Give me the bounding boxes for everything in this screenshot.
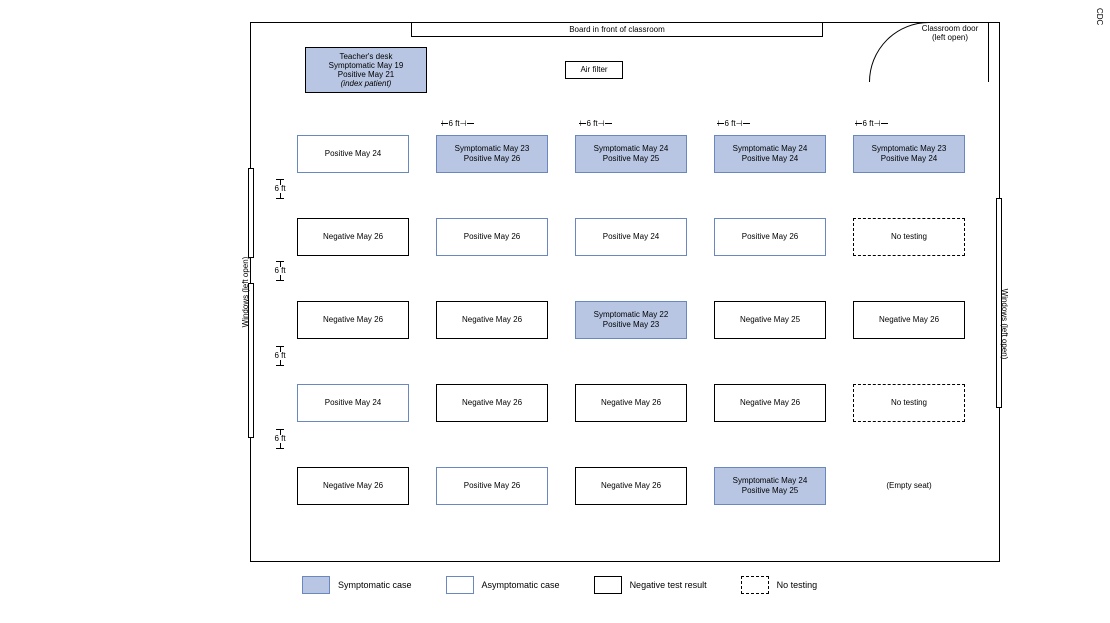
desk-negative: Negative May 26 — [297, 218, 409, 256]
source-credit: CDC — [1095, 8, 1104, 25]
desk-line1: Positive May 26 — [437, 232, 547, 242]
desk-line2: Positive May 24 — [715, 154, 825, 164]
desk-negative: Negative May 26 — [436, 301, 548, 339]
swatch-notest-icon — [741, 576, 769, 594]
desk-symptomatic: Symptomatic May 22Positive May 23 — [575, 301, 687, 339]
legend-notest-label: No testing — [777, 580, 818, 590]
desk-negative: Negative May 26 — [297, 467, 409, 505]
window-left-upper-icon — [248, 168, 254, 258]
window-left-label: Windows (left open) — [241, 257, 250, 328]
desk-negative: Negative May 26 — [714, 384, 826, 422]
desk-line1: No testing — [854, 232, 964, 242]
desk-symptomatic: Symptomatic May 24Positive May 25 — [575, 135, 687, 173]
desk-line1: Symptomatic May 24 — [715, 476, 825, 486]
desk-empty: (Empty seat) — [853, 467, 965, 505]
desk-grid: Positive May 24Symptomatic May 23Positiv… — [297, 135, 965, 505]
teacher-line3: Positive May 21 — [306, 70, 426, 79]
classroom-door: Classroom door (left open) — [917, 22, 989, 82]
desk-line1: Positive May 26 — [715, 232, 825, 242]
legend-symptomatic-label: Symptomatic case — [338, 580, 412, 590]
classroom-outline: Board in front of classroom Classroom do… — [250, 22, 1000, 562]
teacher-line2: Symptomatic May 19 — [306, 61, 426, 70]
desk-line1: Negative May 26 — [715, 398, 825, 408]
teacher-line1: Teacher's desk — [306, 52, 426, 61]
desk-asymptomatic: Positive May 26 — [714, 218, 826, 256]
desk-line1: Negative May 26 — [576, 398, 686, 408]
desk-asymptomatic: Positive May 26 — [436, 467, 548, 505]
desk-symptomatic: Symptomatic May 24Positive May 25 — [714, 467, 826, 505]
desk-row: Negative May 26 Positive May 26 Negative M… — [297, 467, 965, 505]
desk-symptomatic: Symptomatic May 23Positive May 24 — [853, 135, 965, 173]
desk-asymptomatic: Positive May 24 — [297, 135, 409, 173]
legend-negative: Negative test result — [594, 576, 707, 594]
six-ft-v-3: 6 ft — [269, 346, 291, 366]
desk-row: Positive May 24 Negative May 26 Negative M… — [297, 384, 965, 422]
desk-line1: Positive May 24 — [298, 398, 408, 408]
desk-notest: No testing — [853, 384, 965, 422]
desk-row: Positive May 24Symptomatic May 23Positiv… — [297, 135, 965, 173]
desk-line1: Negative May 26 — [854, 315, 964, 325]
desk-line1: Symptomatic May 24 — [576, 144, 686, 154]
desk-negative: Negative May 26 — [436, 384, 548, 422]
desk-line1: (Empty seat) — [853, 481, 965, 491]
desk-line1: Negative May 26 — [437, 398, 547, 408]
desk-line1: Symptomatic May 23 — [854, 144, 964, 154]
desk-negative: Negative May 26 — [853, 301, 965, 339]
door-label-l1: Classroom door — [922, 24, 978, 33]
legend-asymptomatic: Asymptomatic case — [446, 576, 560, 594]
teacher-line4: (index patient) — [306, 79, 426, 88]
swatch-asymptomatic-icon — [446, 576, 474, 594]
desk-symptomatic: Symptomatic May 24Positive May 24 — [714, 135, 826, 173]
desk-row: Negative May 26 Negative May 26 Symptomati… — [297, 301, 965, 339]
six-ft-h-3: ⊢6 ft⊣ — [709, 119, 751, 128]
desk-line1: Negative May 26 — [437, 315, 547, 325]
desk-line2: Positive May 24 — [854, 154, 964, 164]
desk-line1: Positive May 24 — [298, 149, 408, 159]
desk-line1: Positive May 26 — [437, 481, 547, 491]
window-right-label: Windows (left open) — [1000, 289, 1009, 360]
desk-negative: Negative May 26 — [297, 301, 409, 339]
desk-line1: No testing — [854, 398, 964, 408]
desk-notest: No testing — [853, 218, 965, 256]
six-ft-h-2: ⊢6 ft⊣ — [571, 119, 613, 128]
desk-line1: Negative May 26 — [576, 481, 686, 491]
desk-line1: Positive May 24 — [576, 232, 686, 242]
legend-negative-label: Negative test result — [630, 580, 707, 590]
legend-notest: No testing — [741, 576, 818, 594]
teacher-desk: Teacher's desk Symptomatic May 19 Positi… — [305, 47, 427, 93]
desk-symptomatic: Symptomatic May 23Positive May 26 — [436, 135, 548, 173]
door-label-l2: (left open) — [932, 33, 968, 42]
desk-line1: Negative May 25 — [715, 315, 825, 325]
swatch-negative-icon — [594, 576, 622, 594]
legend: Symptomatic case Asymptomatic case Negat… — [302, 576, 817, 594]
desk-asymptomatic: Positive May 24 — [297, 384, 409, 422]
desk-negative: Negative May 26 — [575, 384, 687, 422]
desk-negative: Negative May 26 — [575, 467, 687, 505]
desk-row: Negative May 26 Positive May 26 Positive M… — [297, 218, 965, 256]
desk-line2: Positive May 25 — [576, 154, 686, 164]
desk-asymptomatic: Positive May 24 — [575, 218, 687, 256]
desk-line1: Negative May 26 — [298, 481, 408, 491]
desk-asymptomatic: Positive May 26 — [436, 218, 548, 256]
six-ft-h-1: ⊢6 ft⊣ — [433, 119, 475, 128]
swatch-symptomatic-icon — [302, 576, 330, 594]
six-ft-v-1: 6 ft — [269, 179, 291, 199]
desk-line1: Symptomatic May 24 — [715, 144, 825, 154]
six-ft-v-2: 6 ft — [269, 261, 291, 281]
six-ft-h-4: ⊢6 ft⊣ — [847, 119, 889, 128]
desk-line1: Negative May 26 — [298, 315, 408, 325]
board-label: Board in front of classroom — [411, 22, 823, 37]
air-filter: Air filter — [565, 61, 623, 79]
desk-line2: Positive May 25 — [715, 486, 825, 496]
desk-line2: Positive May 23 — [576, 320, 686, 330]
desk-line1: Negative May 26 — [298, 232, 408, 242]
desk-negative: Negative May 25 — [714, 301, 826, 339]
legend-asymptomatic-label: Asymptomatic case — [482, 580, 560, 590]
legend-symptomatic: Symptomatic case — [302, 576, 412, 594]
six-ft-v-4: 6 ft — [269, 429, 291, 449]
desk-line2: Positive May 26 — [437, 154, 547, 164]
desk-line1: Symptomatic May 22 — [576, 310, 686, 320]
desk-line1: Symptomatic May 23 — [437, 144, 547, 154]
